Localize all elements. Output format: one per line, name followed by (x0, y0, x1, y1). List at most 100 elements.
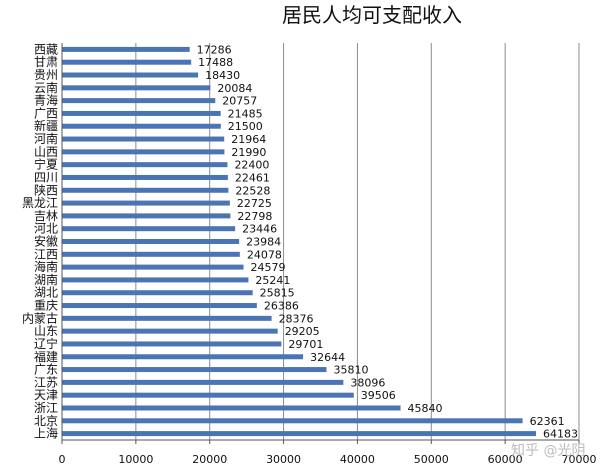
x-tick-label: 30000 (266, 453, 301, 466)
category-label: 湖北 (34, 285, 58, 300)
bar-9 (62, 162, 228, 168)
bar-7 (62, 136, 225, 142)
bar-1 (62, 59, 192, 65)
value-label: 22725 (237, 197, 272, 210)
bar-15 (62, 239, 240, 244)
bar-26 (62, 379, 344, 385)
category-label: 湖南 (34, 272, 58, 287)
bar-4 (62, 98, 216, 104)
bar-28 (62, 405, 401, 411)
bar-29 (62, 418, 523, 424)
bar-24 (62, 354, 304, 360)
value-label: 20084 (217, 82, 252, 95)
value-label: 22400 (234, 159, 269, 172)
category-labels: 西藏甘肃贵州云南青海广西新疆河南山西宁夏四川陕西黑龙江吉林河北安徽江西海南湖南湖… (22, 42, 58, 440)
bar-5 (62, 110, 221, 116)
category-label: 辽宁 (34, 336, 58, 351)
value-label: 20757 (222, 95, 257, 108)
value-labels: 1728617488184302008420757214852150021964… (197, 43, 578, 440)
category-label: 海南 (34, 259, 58, 274)
value-label: 21964 (231, 133, 266, 146)
x-tick-label: 40000 (340, 453, 375, 466)
value-label: 62361 (530, 415, 565, 428)
bar-6 (62, 123, 221, 129)
value-label: 24078 (247, 248, 282, 261)
value-label: 45840 (408, 402, 443, 415)
value-label: 29205 (285, 325, 320, 338)
value-label: 23446 (242, 223, 277, 236)
category-label: 甘肃 (34, 55, 58, 69)
bar-16 (62, 251, 240, 257)
category-label: 浙江 (34, 401, 58, 415)
bar-22 (62, 328, 278, 334)
bar-25 (62, 367, 327, 373)
bar-20 (62, 303, 257, 309)
category-label: 广东 (34, 363, 58, 377)
bar-21 (62, 315, 272, 321)
category-label: 重庆 (34, 299, 58, 313)
value-label: 64183 (543, 428, 578, 441)
gridlines (61, 43, 580, 444)
category-label: 青海 (34, 93, 58, 108)
category-label: 河北 (34, 222, 58, 236)
watermark: 知乎 @光阴 (511, 442, 585, 459)
category-label: 广西 (34, 106, 58, 120)
value-label: 38096 (350, 376, 385, 389)
bar-3 (62, 85, 211, 91)
category-label: 西藏 (34, 42, 58, 56)
category-label: 福建 (34, 349, 58, 364)
value-label: 18430 (205, 69, 240, 82)
bar-10 (62, 174, 228, 180)
value-label: 17488 (198, 56, 233, 69)
value-label: 24579 (251, 261, 286, 274)
value-label: 26386 (264, 300, 299, 313)
category-label: 山东 (34, 324, 58, 338)
value-label: 32644 (310, 351, 345, 364)
category-label: 宁夏 (34, 157, 58, 172)
category-label: 内蒙古 (22, 310, 58, 325)
chart-title: 居民人均可支配收入 (282, 3, 462, 27)
value-label: 21990 (231, 146, 266, 159)
bar-14 (62, 226, 236, 232)
bar-23 (62, 341, 282, 347)
category-label: 安徽 (34, 234, 58, 249)
value-label: 22798 (237, 210, 272, 223)
category-label: 天津 (34, 388, 58, 402)
bar-13 (62, 213, 231, 219)
bar-8 (62, 149, 225, 155)
category-label: 上海 (34, 426, 58, 441)
value-label: 25815 (260, 287, 295, 300)
value-label: 21500 (228, 120, 263, 133)
category-label: 吉林 (34, 209, 58, 223)
x-tick-label: 0 (59, 453, 66, 466)
category-label: 黑龙江 (22, 196, 58, 210)
value-label: 22528 (235, 184, 270, 197)
value-label: 35810 (333, 364, 368, 377)
bar-2 (62, 72, 199, 78)
value-label: 39506 (361, 389, 396, 402)
value-label: 28376 (279, 312, 314, 325)
x-tick-label: 50000 (414, 453, 449, 466)
x-tick-label: 60000 (488, 453, 523, 466)
bar-17 (62, 264, 244, 270)
value-label: 29701 (288, 338, 323, 351)
bars (62, 46, 537, 437)
category-label: 云南 (34, 80, 58, 95)
x-tick-label: 20000 (192, 453, 227, 466)
value-label: 21485 (228, 107, 263, 120)
category-label: 贵州 (34, 68, 58, 82)
x-tick-labels: 0 10000 20000 30000 40000 50000 60000 70000 (59, 453, 597, 466)
value-label: 17286 (197, 43, 232, 56)
bar-0 (62, 46, 190, 52)
category-label: 北京 (34, 414, 58, 428)
bar-12 (62, 200, 230, 206)
value-label: 23984 (246, 236, 281, 249)
category-label: 河南 (34, 131, 58, 146)
category-label: 新疆 (34, 118, 58, 133)
bar-18 (62, 277, 249, 283)
value-label: 25241 (255, 274, 290, 287)
value-label: 22461 (235, 171, 270, 184)
category-label: 江苏 (34, 375, 58, 389)
bar-11 (62, 187, 229, 193)
